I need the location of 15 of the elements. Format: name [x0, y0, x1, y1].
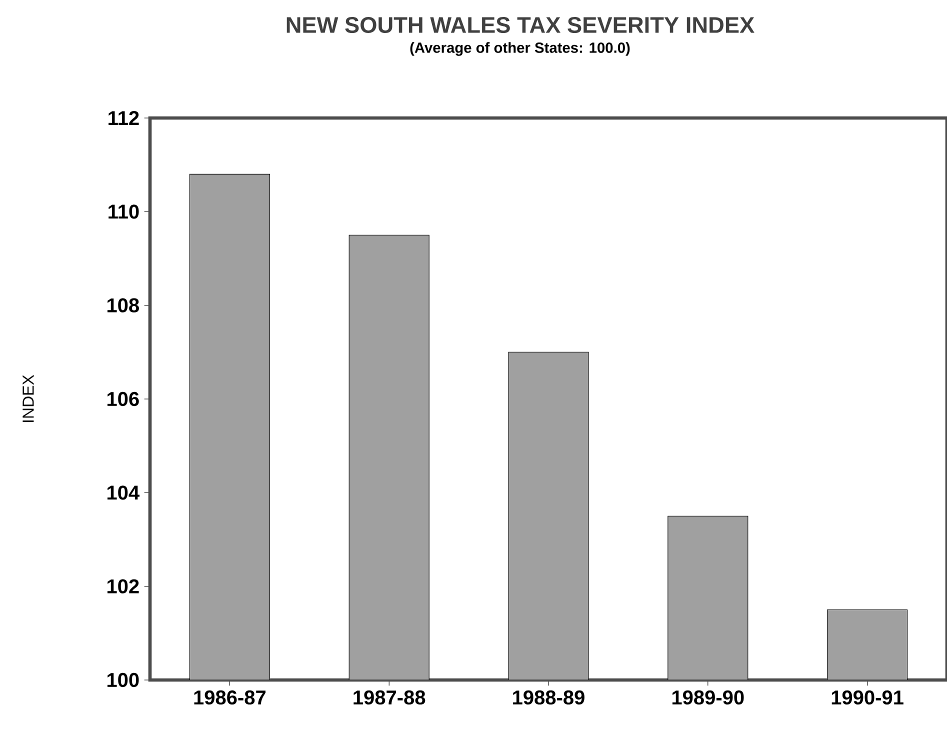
y-tick-label: 112 [108, 111, 139, 125]
y-tick-label: 110 [108, 204, 139, 219]
y-tick-label: 104 [107, 486, 140, 500]
y-tick-label: 108 [107, 298, 139, 312]
chart-subtitle: (Average of other States: 100.0) [410, 42, 630, 56]
x-tick-label: 1986-87 [194, 690, 266, 705]
x-tick-label: 1990-91 [832, 690, 904, 705]
y-tick-label: 106 [107, 392, 139, 406]
y-axis-title: INDEX [22, 374, 34, 422]
x-tick-label: 1989-90 [672, 690, 744, 705]
y-tick-label: 102 [107, 579, 139, 594]
x-tick-label: 1987-88 [354, 690, 426, 705]
chart-title: NEW SOUTH WALES TAX SEVERITY INDEX [286, 16, 754, 34]
x-tick-label: 1988-89 [513, 690, 584, 705]
y-tick-label: 100 [107, 672, 139, 688]
